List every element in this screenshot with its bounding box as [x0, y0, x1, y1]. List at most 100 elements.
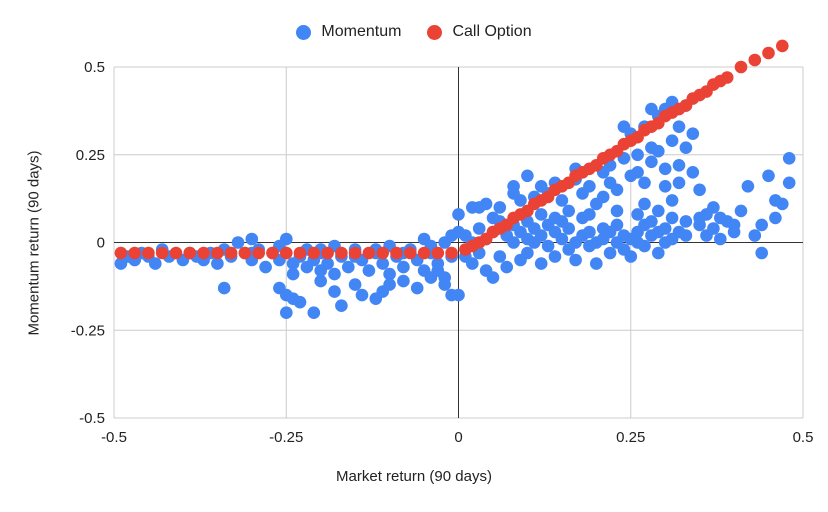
momentum-point [231, 236, 245, 249]
momentum-point [548, 250, 562, 263]
momentum-point [507, 180, 520, 193]
momentum-point [776, 197, 789, 211]
call-option-point [266, 246, 279, 260]
momentum-point [293, 295, 307, 309]
momentum-point [149, 257, 162, 270]
call-option-point [762, 46, 775, 60]
momentum-point [638, 239, 651, 253]
momentum-point [507, 236, 520, 249]
momentum-point [624, 250, 638, 263]
legend-marker-call-option [427, 24, 443, 40]
momentum-point [755, 218, 768, 232]
momentum-point [583, 225, 596, 239]
momentum-point [534, 229, 548, 242]
momentum-point [410, 281, 424, 295]
momentum-point [658, 222, 672, 235]
legend-label-momentum: Momentum [321, 23, 402, 40]
momentum-point [782, 152, 796, 165]
momentum-point [762, 169, 775, 183]
call-option-point [776, 39, 789, 53]
momentum-point [652, 246, 665, 260]
call-option-point [445, 246, 458, 260]
momentum-point [638, 176, 651, 190]
momentum-point [707, 222, 720, 235]
legend-marker-momentum [296, 24, 312, 40]
momentum-point [610, 204, 624, 218]
momentum-point [431, 264, 445, 277]
momentum-point [355, 288, 369, 302]
momentum-point [486, 271, 500, 284]
momentum-point [714, 232, 727, 246]
call-option-point [335, 246, 348, 260]
momentum-point [514, 194, 527, 207]
momentum-point [493, 201, 507, 214]
momentum-point [521, 246, 534, 260]
momentum-point [652, 144, 665, 158]
call-option-point [362, 246, 376, 260]
momentum-point [658, 162, 672, 176]
momentum-point [466, 257, 479, 270]
call-option-point [307, 246, 321, 260]
momentum-point [748, 229, 762, 242]
momentum-point [679, 141, 693, 154]
call-option-point [417, 246, 431, 260]
momentum-point [665, 134, 679, 147]
call-option-point [142, 246, 155, 260]
momentum-point [645, 155, 658, 169]
momentum-point [548, 211, 562, 225]
momentum-point [638, 197, 651, 211]
x-tick-label: 0.25 [616, 429, 645, 446]
momentum-point [500, 260, 513, 274]
data-points [114, 39, 796, 320]
call-option-point [720, 71, 734, 84]
momentum-point [555, 194, 569, 207]
call-option-point [280, 246, 293, 260]
momentum-point [342, 260, 355, 274]
call-option-point [376, 246, 390, 260]
legend-item-call-option[interactable]: Call Option [427, 22, 532, 42]
legend: Momentum Call Option [0, 22, 828, 42]
momentum-point [280, 306, 293, 320]
momentum-point [610, 183, 624, 197]
axis-lines [114, 67, 803, 418]
x-axis-title: Market return (90 days) [336, 468, 492, 485]
momentum-point [727, 218, 741, 232]
momentum-point [596, 190, 610, 204]
momentum-point [307, 306, 321, 320]
legend-item-momentum[interactable]: Momentum [296, 22, 401, 42]
momentum-point [397, 274, 410, 288]
call-option-point [224, 246, 238, 260]
momentum-point [734, 204, 748, 218]
momentum-point [314, 274, 328, 288]
momentum-point [472, 222, 486, 235]
momentum-point [438, 278, 452, 291]
momentum-point [665, 194, 679, 207]
momentum-point [631, 208, 644, 221]
momentum-point [714, 211, 727, 225]
y-tick-label: 0.5 [84, 59, 105, 76]
momentum-point [679, 215, 693, 228]
momentum-point [383, 267, 396, 281]
y-tick-label: -0.5 [79, 410, 105, 427]
call-option-point [169, 246, 183, 260]
momentum-point [583, 180, 596, 193]
momentum-point [631, 166, 644, 179]
momentum-point [693, 211, 706, 225]
call-option-point [238, 246, 252, 260]
momentum-point [686, 127, 700, 140]
momentum-point [555, 232, 569, 246]
call-option-point [431, 246, 445, 260]
momentum-point [562, 204, 575, 218]
momentum-point [782, 176, 796, 190]
momentum-point [631, 148, 644, 162]
call-option-point [348, 246, 362, 260]
momentum-point [658, 180, 672, 193]
momentum-point [672, 176, 686, 190]
call-option-point [183, 246, 197, 260]
momentum-point [362, 264, 376, 277]
momentum-point [569, 253, 582, 267]
y-tick-label: -0.25 [71, 322, 105, 339]
momentum-point [397, 260, 410, 274]
momentum-point [679, 229, 693, 242]
